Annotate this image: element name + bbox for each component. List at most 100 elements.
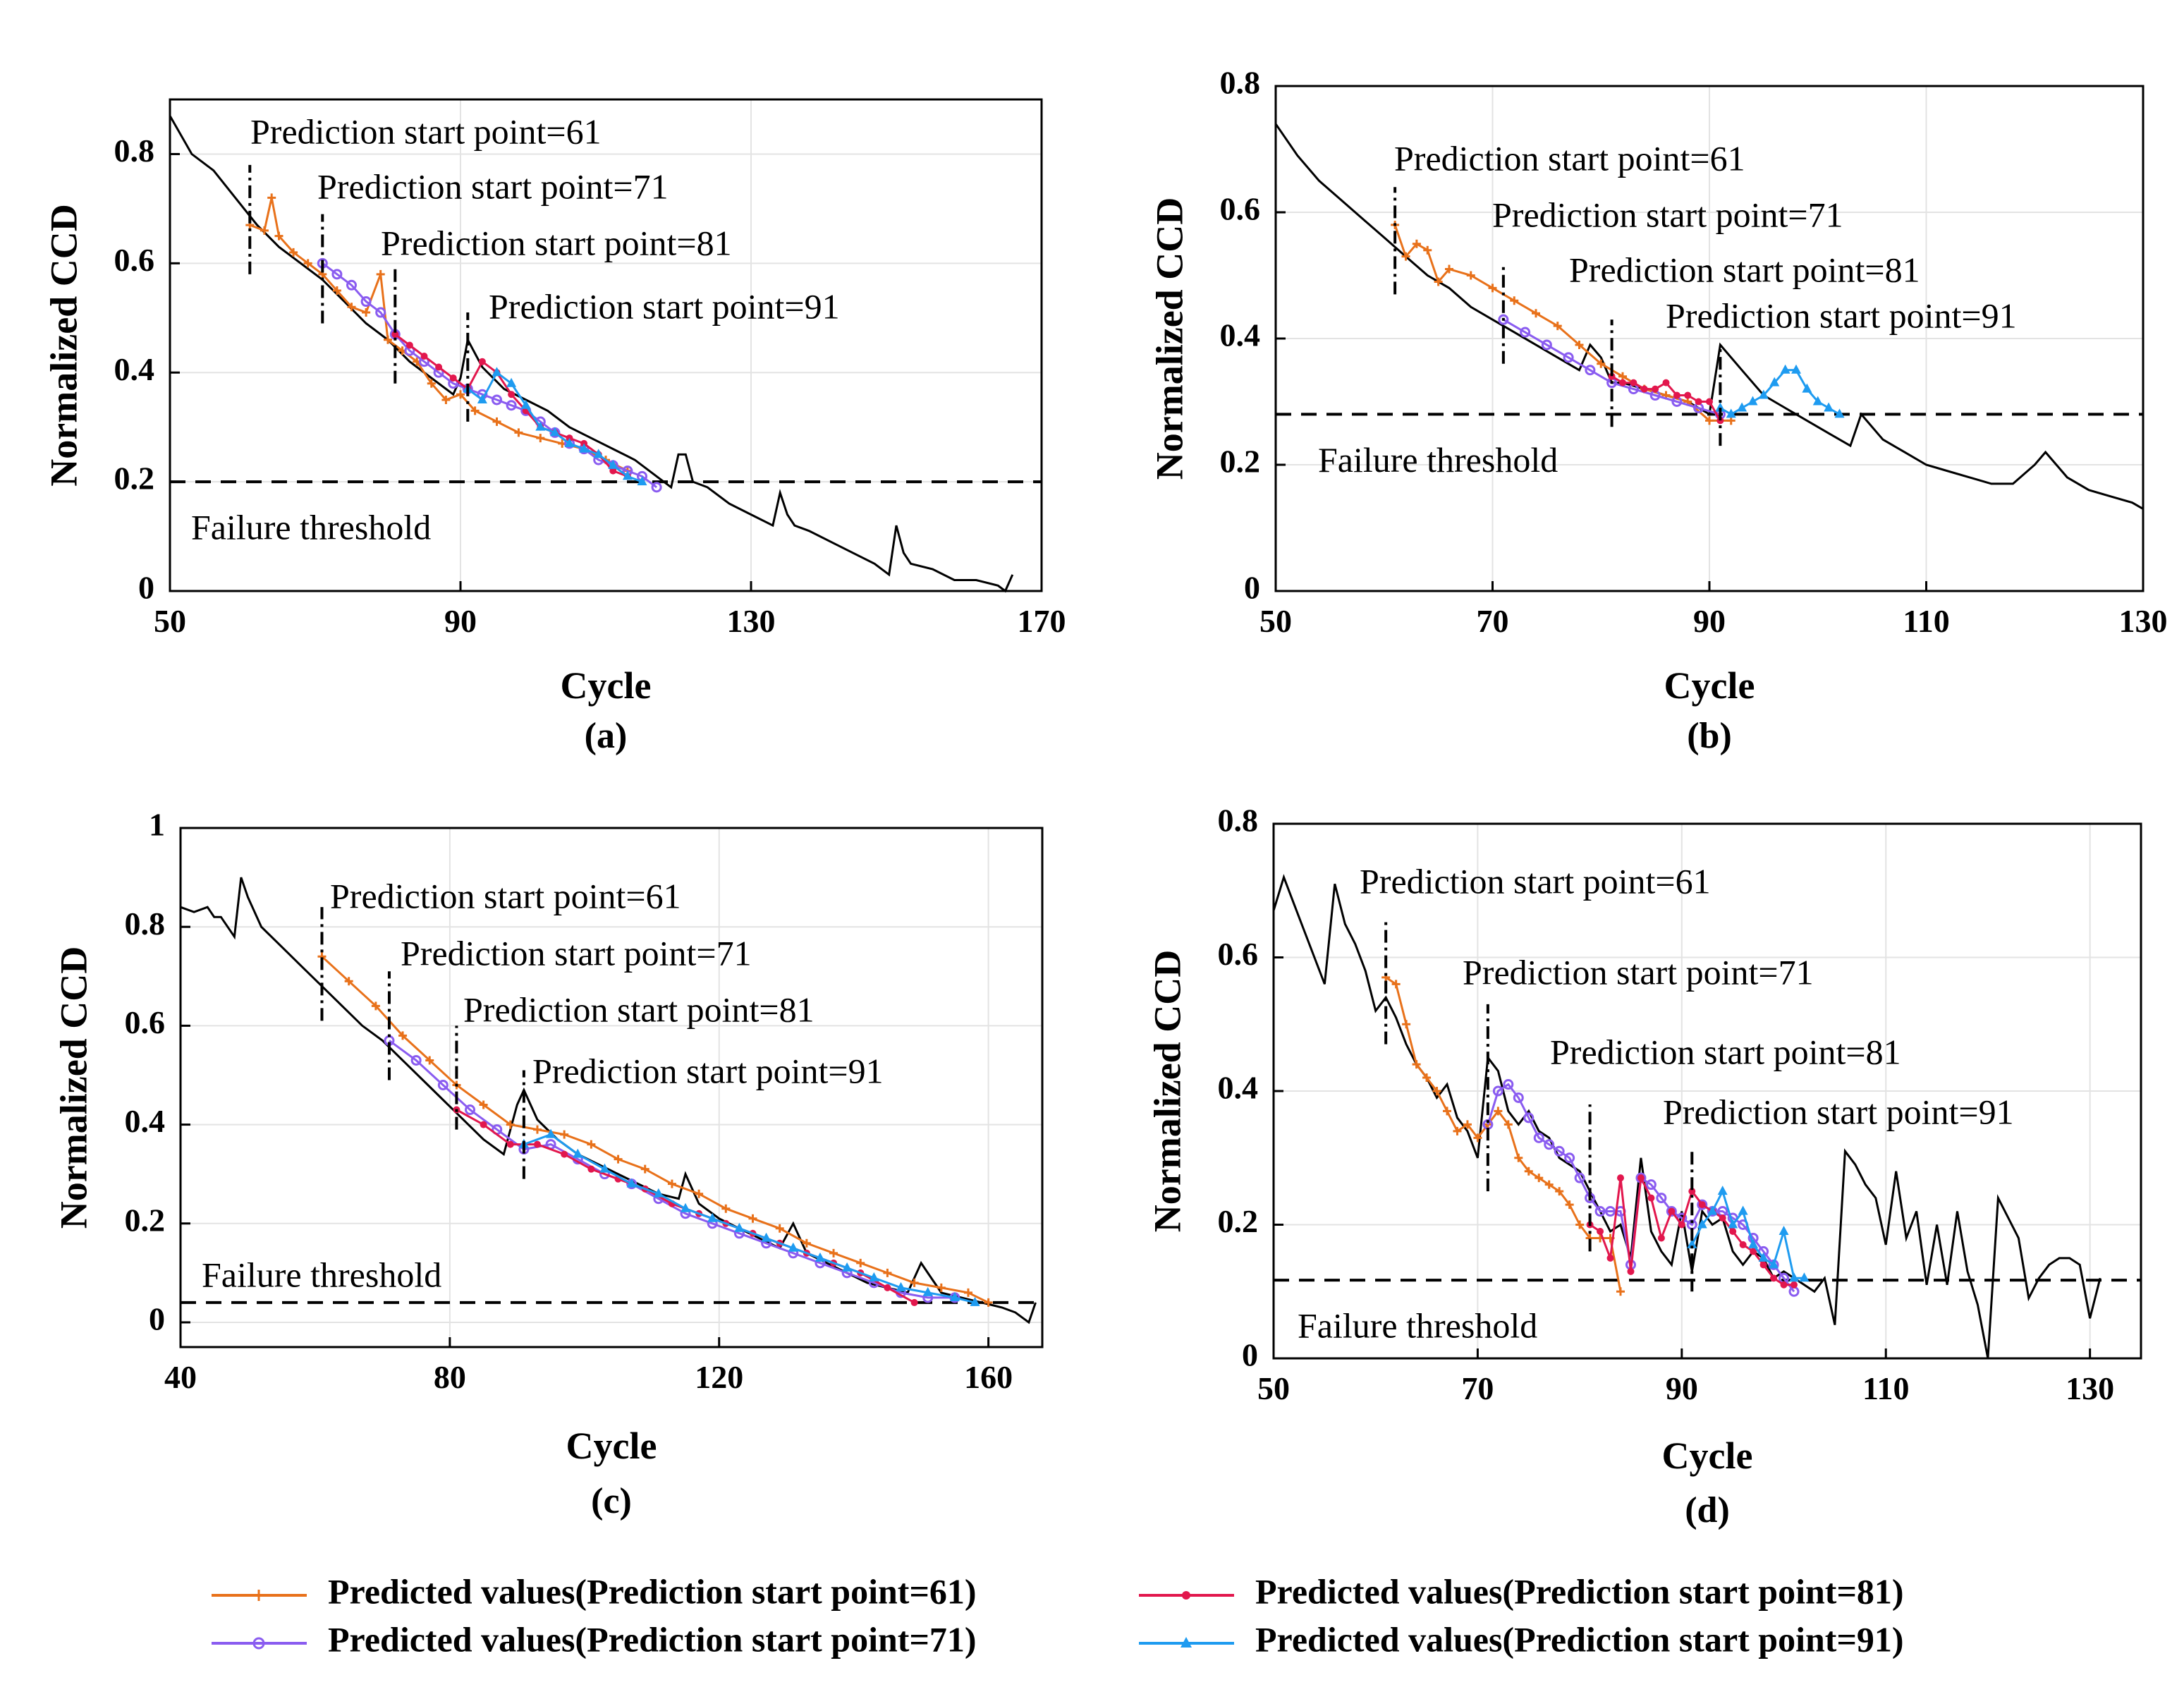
- data-point: [1668, 1207, 1676, 1215]
- data-point: [1423, 245, 1432, 255]
- y-tick-label: 0.8: [1220, 65, 1261, 101]
- legend-marker: [252, 1637, 265, 1650]
- data-point: [1688, 1188, 1696, 1195]
- chart-panel-b: Failure threshold Prediction start point=…: [1148, 65, 2167, 756]
- data-point: [1834, 408, 1845, 418]
- data-point: [1726, 408, 1736, 418]
- x-tick-label: 50: [1259, 603, 1292, 639]
- x-tick-label: 120: [695, 1359, 743, 1395]
- data-point: [1488, 284, 1497, 293]
- data-point: [435, 363, 443, 371]
- data-point: [1463, 1120, 1472, 1129]
- data-point: [883, 1268, 892, 1277]
- data-point: [1729, 1227, 1737, 1235]
- legend-marker: [1181, 1637, 1192, 1648]
- data-point: [410, 1054, 422, 1066]
- data-point: [1652, 385, 1659, 393]
- data-point: [984, 1298, 993, 1307]
- data-point: [1824, 402, 1834, 412]
- panel-caption: (d): [1685, 1490, 1730, 1530]
- prediction-start-label: Prediction start point=81: [1550, 1032, 1901, 1071]
- prediction-start-label: Prediction start point=61: [1394, 138, 1745, 178]
- x-tick-label: 170: [1018, 603, 1066, 639]
- chart-panel-c: Failure threshold Prediction start point=…: [52, 807, 1044, 1521]
- data-point: [506, 400, 517, 411]
- data-point: [477, 394, 487, 403]
- prediction-start-label: Prediction start point=61: [250, 111, 602, 151]
- prediction-start-label: Prediction start point=61: [330, 876, 681, 915]
- y-tick-label: 0.8: [114, 133, 155, 169]
- data-point: [1553, 322, 1562, 331]
- data-point: [437, 1079, 449, 1090]
- panel-caption: (b): [1687, 716, 1732, 756]
- data-point: [1678, 1221, 1685, 1229]
- data-point: [1391, 980, 1401, 989]
- y-tick-label: 0.6: [114, 242, 155, 278]
- data-point: [1432, 1087, 1441, 1095]
- data-point: [1630, 379, 1637, 386]
- x-tick-label: 90: [444, 603, 477, 639]
- x-tick-label: 130: [2119, 603, 2168, 639]
- data-point: [1434, 277, 1443, 286]
- x-tick-label: 130: [2066, 1370, 2114, 1406]
- data-point: [815, 1252, 825, 1262]
- data-point: [533, 1140, 541, 1148]
- data-point: [1523, 1112, 1535, 1123]
- data-point: [1544, 1139, 1555, 1150]
- data-point: [347, 303, 356, 312]
- data-point: [1597, 359, 1606, 368]
- data-point: [1617, 1174, 1624, 1182]
- prediction-start-label: Prediction start point=81: [463, 989, 815, 1029]
- data-point: [1684, 391, 1692, 399]
- data-point: [1606, 1254, 1614, 1262]
- data-point: [520, 399, 531, 409]
- data-point: [775, 1224, 784, 1233]
- data-point: [506, 1140, 514, 1148]
- data-point: [573, 1148, 583, 1158]
- data-point: [667, 1179, 676, 1188]
- data-point: [1574, 1172, 1585, 1183]
- data-point: [260, 226, 269, 235]
- failure-threshold-label: Failure threshold: [202, 1255, 441, 1294]
- data-point: [1563, 352, 1574, 363]
- x-tick-label: 160: [964, 1359, 1013, 1395]
- data-point: [1616, 1287, 1625, 1296]
- data-point: [622, 470, 633, 480]
- data-point: [1657, 1234, 1665, 1242]
- data-point: [1750, 1248, 1757, 1255]
- data-point: [1747, 396, 1758, 406]
- data-point: [546, 1128, 556, 1138]
- data-point: [332, 286, 341, 296]
- data-point: [1564, 1152, 1575, 1164]
- data-point: [405, 341, 413, 349]
- data-point: [480, 1121, 487, 1128]
- data-point: [1608, 372, 1616, 380]
- data-point: [398, 1031, 408, 1040]
- data-point: [640, 1164, 649, 1174]
- legend-label: Predicted values(Prediction start point=…: [328, 1571, 977, 1611]
- data-point: [1535, 1174, 1544, 1183]
- legend-label: Predicted values(Prediction start point=…: [1255, 1619, 1904, 1659]
- actual-series-line: [1272, 874, 2101, 1359]
- y-tick-label: 0: [149, 1301, 165, 1337]
- y-tick-label: 0.2: [1218, 1203, 1259, 1239]
- data-point: [1554, 1145, 1565, 1157]
- data-point: [1524, 1167, 1533, 1176]
- prediction-start-label: Prediction start point=91: [489, 286, 840, 326]
- prediction-start-label: Prediction start point=91: [1666, 296, 2017, 335]
- data-point: [427, 379, 436, 388]
- data-point: [492, 417, 501, 426]
- data-point: [695, 1189, 704, 1198]
- data-point: [362, 308, 371, 317]
- data-point: [1503, 1079, 1514, 1090]
- data-point: [1412, 1060, 1421, 1069]
- data-point: [970, 1296, 980, 1306]
- data-point: [1769, 377, 1780, 386]
- data-point: [1739, 1241, 1747, 1248]
- data-point: [514, 428, 523, 437]
- predicted-series-line-91: [523, 1133, 975, 1304]
- data-point: [1758, 389, 1769, 399]
- panel-caption: (c): [591, 1481, 632, 1521]
- y-tick-label: 0.4: [114, 351, 155, 387]
- y-tick-label: 0.4: [125, 1103, 166, 1139]
